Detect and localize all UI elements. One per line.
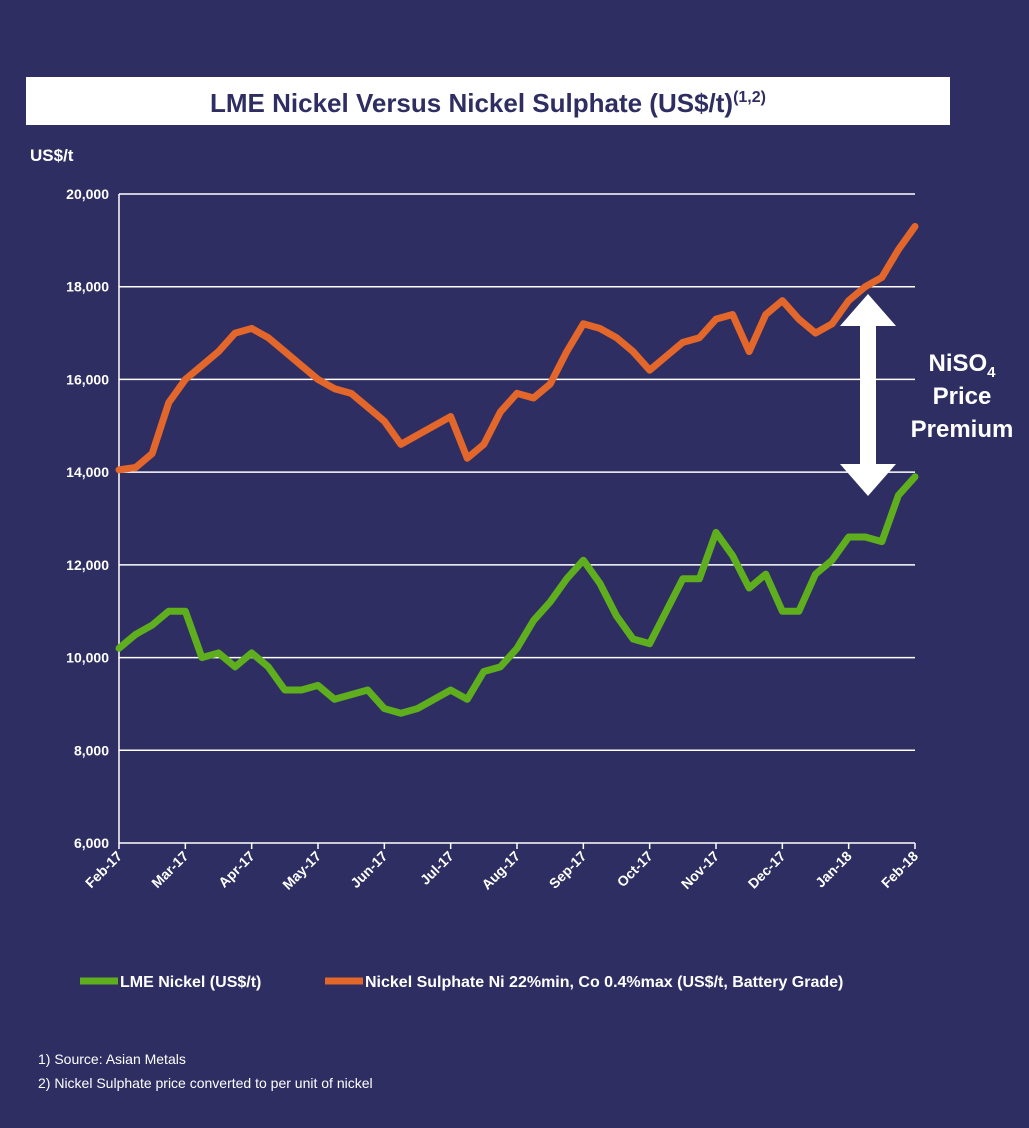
annotation-line: Premium xyxy=(911,416,1014,443)
y-tick-label: 18,000 xyxy=(66,279,109,295)
annotation-subscript: 4 xyxy=(987,364,996,381)
y-tick-label: 14,000 xyxy=(66,464,109,480)
y-tick-label: 20,000 xyxy=(66,186,109,202)
y-axis-label: US$/t xyxy=(30,146,74,165)
y-tick-label: 8,000 xyxy=(74,742,109,758)
title-superscript: (1,2) xyxy=(733,89,766,106)
series-line xyxy=(115,222,919,474)
annotation-line: Price xyxy=(933,383,992,410)
footnote: 2) Nickel Sulphate price converted to pe… xyxy=(38,1075,373,1091)
annotation: NiSO4 xyxy=(928,350,996,381)
arrow-head xyxy=(840,294,896,326)
y-tick-label: 10,000 xyxy=(66,650,109,666)
y-tick-label: 12,000 xyxy=(66,557,109,573)
premium-arrow xyxy=(840,294,896,496)
chart-title-group: LME Nickel Versus Nickel Sulphate (US$/t… xyxy=(210,88,766,118)
y-tick-label: 6,000 xyxy=(74,835,109,851)
series-line xyxy=(115,473,919,717)
title-box xyxy=(26,77,950,125)
footnote: 1) Source: Asian Metals xyxy=(38,1051,186,1067)
y-tick-label: 16,000 xyxy=(66,371,109,387)
annotation-text: NiSO xyxy=(928,350,987,377)
legend-label: LME Nickel (US$/t) xyxy=(120,974,261,991)
arrow-head xyxy=(840,464,896,496)
chart-title: LME Nickel Versus Nickel Sulphate (US$/t… xyxy=(210,88,733,118)
legend-label: Nickel Sulphate Ni 22%min, Co 0.4%max (U… xyxy=(365,974,843,991)
